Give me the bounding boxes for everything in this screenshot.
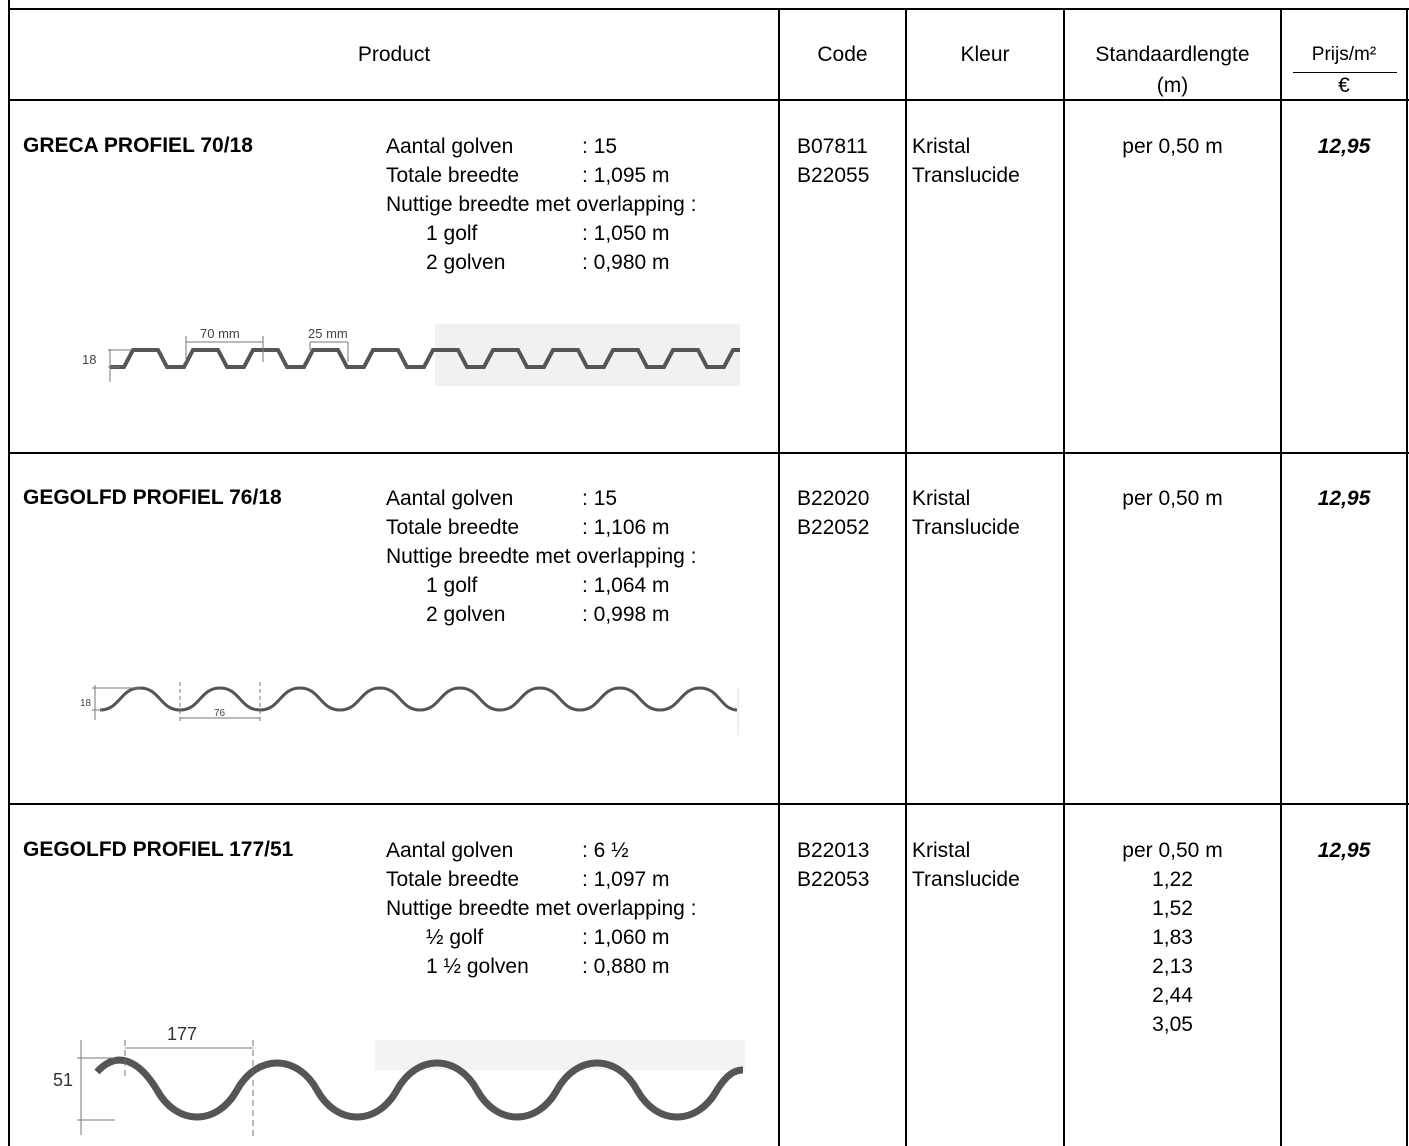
kleur-value: Translucide	[912, 164, 1020, 187]
spec-label: 2 golven	[426, 251, 506, 274]
spec-label: Totale breedte	[386, 516, 520, 539]
dim-height-label: 51	[53, 1070, 73, 1090]
spec-label: ½ golf	[426, 926, 484, 949]
spec-value: : 0,998 m	[582, 603, 670, 626]
lengte-value: per 0,50 m	[1122, 839, 1223, 862]
table-top-border	[8, 8, 1409, 10]
table-right-border	[1406, 8, 1408, 1146]
spec-label: Aantal golven	[386, 487, 514, 510]
product-kleur: Kristal Translucide	[912, 484, 1020, 542]
header-lengte-line2: (m)	[1156, 74, 1189, 97]
spec-value: : 1,097 m	[582, 868, 670, 891]
corrugated-76-profile-drawing: 18 76	[80, 682, 739, 735]
greca-profile-drawing: 18 70 mm 25 mm	[82, 324, 740, 386]
spec-label: Nuttige breedte met overlapping :	[386, 897, 697, 920]
spec-value: : 0,880 m	[582, 955, 670, 978]
code-value: B22020	[797, 487, 870, 510]
product-codes: B07811 B22055	[797, 132, 869, 190]
spec-value: : 1,050 m	[582, 222, 670, 245]
spec-value: : 1,064 m	[582, 574, 670, 597]
lengte-value: 3,05	[1152, 1013, 1193, 1036]
spec-value: : 1,095 m	[582, 164, 670, 187]
col-divider-kleur	[1063, 8, 1065, 1146]
col-divider-lengte	[1280, 8, 1282, 1146]
code-value: B22053	[797, 868, 870, 891]
spec-label: 1 golf	[426, 222, 478, 245]
product-lengte: per 0,50 m	[1065, 132, 1280, 161]
spec-label: 1 ½ golven	[426, 955, 529, 978]
spec-label: 2 golven	[426, 603, 506, 626]
product-specs: Aantal golven : 15 Totale breedte : 1,106 …	[386, 484, 776, 629]
header-kleur: Kleur	[960, 43, 1010, 66]
row1-bottom-border	[8, 452, 1409, 454]
lengte-value: per 0,50 m	[1122, 487, 1223, 510]
spec-value: : 0,980 m	[582, 251, 670, 274]
header-prijs-line1: Prijs/m²	[1311, 44, 1377, 65]
product-codes: B22020 B22052	[797, 484, 869, 542]
product-name: GEGOLFD PROFIEL 76/18	[23, 486, 282, 509]
product-kleur: Kristal Translucide	[912, 836, 1020, 894]
spec-label: Nuttige breedte met overlapping :	[386, 545, 697, 568]
table-left-border	[8, 0, 10, 1146]
spec-label: Aantal golven	[386, 135, 514, 158]
code-value: B22013	[797, 839, 870, 862]
header-code: Code	[817, 43, 868, 66]
col-divider-product	[778, 8, 780, 1146]
spec-value: : 6 ½	[582, 839, 629, 862]
header-product: Product	[357, 43, 431, 66]
spec-label: Aantal golven	[386, 839, 514, 862]
spec-value: : 1,106 m	[582, 516, 670, 539]
dim-pitch-label: 76	[214, 708, 226, 719]
product-codes: B22013 B22053	[797, 836, 869, 894]
product-price: 12,95	[1317, 839, 1371, 862]
header-prijs-underline	[1293, 72, 1397, 73]
lengte-value: 2,44	[1152, 984, 1193, 1007]
product-name: GEGOLFD PROFIEL 177/51	[23, 838, 294, 861]
kleur-value: Kristal	[912, 839, 971, 862]
product-specs: Aantal golven : 15 Totale breedte : 1,095 …	[386, 132, 776, 277]
dim-height-label: 18	[80, 698, 92, 709]
spec-label: Totale breedte	[386, 868, 520, 891]
kleur-value: Translucide	[912, 516, 1020, 539]
dim-height-label: 18	[82, 352, 96, 367]
spec-value: : 15	[582, 135, 618, 158]
spec-value: : 1,060 m	[582, 926, 670, 949]
kleur-value: Kristal	[912, 135, 971, 158]
col-divider-code	[905, 8, 907, 1146]
kleur-value: Translucide	[912, 868, 1020, 891]
header-bottom-border	[8, 99, 1409, 101]
lengte-value: 2,13	[1152, 955, 1193, 978]
kleur-value: Kristal	[912, 487, 971, 510]
product-specs: Aantal golven : 6 ½ Totale breedte : 1,097…	[386, 836, 776, 981]
product-lengte: per 0,50 m 1,22 1,52 1,83 2,13 2,44 3,05	[1065, 836, 1280, 1039]
lengte-value: 1,83	[1152, 926, 1193, 949]
spec-label: Nuttige breedte met overlapping :	[386, 193, 697, 216]
product-lengte: per 0,50 m	[1065, 484, 1280, 513]
code-value: B07811	[797, 135, 868, 158]
lengte-value: per 0,50 m	[1122, 135, 1223, 158]
lengte-value: 1,52	[1152, 897, 1193, 920]
spec-label: Totale breedte	[386, 164, 520, 187]
product-name: GRECA PROFIEL 70/18	[23, 134, 253, 157]
header-prijs-line2: €	[1338, 74, 1350, 97]
spec-value: : 15	[582, 487, 618, 510]
dim-pitch-label: 70 mm	[200, 326, 240, 341]
product-price: 12,95	[1317, 487, 1371, 510]
product-kleur: Kristal Translucide	[912, 132, 1020, 190]
corrugated-177-profile-drawing: 51 177	[53, 1024, 745, 1140]
dim-pitch-label: 177	[167, 1024, 197, 1044]
product-price: 12,95	[1317, 135, 1371, 158]
code-value: B22052	[797, 516, 870, 539]
code-value: B22055	[797, 164, 870, 187]
row2-bottom-border	[8, 803, 1409, 805]
dim-crest-label: 25 mm	[308, 326, 348, 341]
spec-label: 1 golf	[426, 574, 478, 597]
lengte-value: 1,22	[1152, 868, 1193, 891]
header-lengte-line1: Standaardlengte	[1095, 43, 1250, 66]
